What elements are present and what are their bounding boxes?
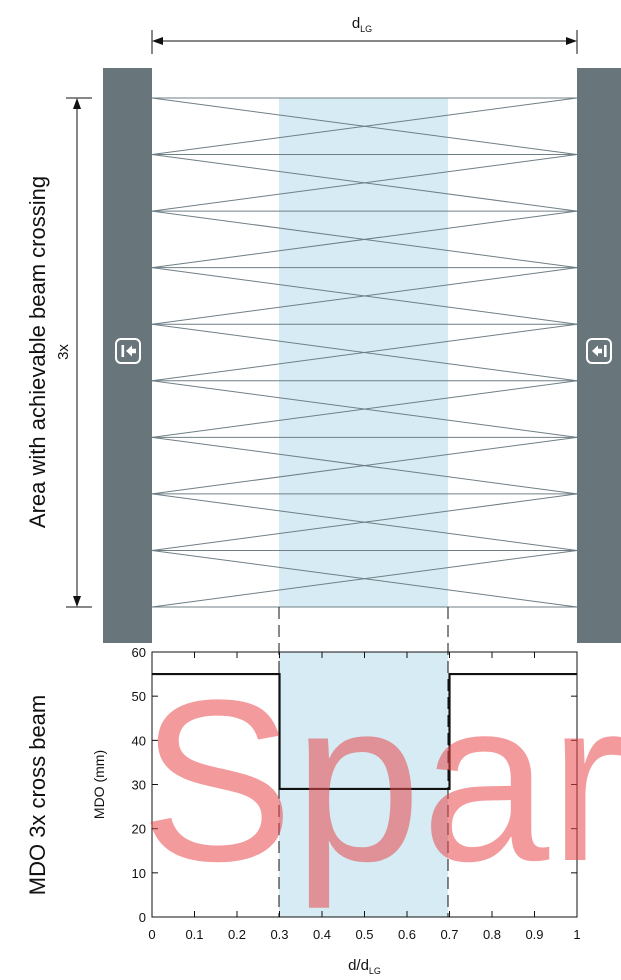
arrow-from-bar-icon [586, 338, 612, 364]
beam-cross [151, 380, 578, 438]
arrow-to-bar-icon [115, 338, 141, 364]
x-axis-label: d/dLG [348, 957, 381, 976]
height-dimension [66, 97, 92, 608]
beam-cross [151, 267, 578, 325]
right-pillar [577, 68, 621, 643]
x-tick-label: 0.9 [525, 927, 543, 942]
beam-area-label: Area with achievable beam crossing [25, 176, 50, 528]
x-tick-label: 1 [573, 927, 580, 942]
height-label: 3x [55, 344, 72, 360]
x-tick-label: 0 [148, 927, 155, 942]
beam-cross [151, 436, 578, 495]
x-tick-label: 0.1 [185, 927, 203, 942]
shaded-region-chart [279, 652, 448, 917]
chart-side-label: MDO 3x cross beam [25, 695, 50, 896]
y-tick-label: 50 [132, 689, 146, 704]
y-axis-label: MDO (mm) [91, 750, 107, 819]
y-tick-label: 30 [132, 778, 146, 793]
x-tick-label: 0.2 [228, 927, 246, 942]
x-tick-label: 0.6 [398, 927, 416, 942]
beam-cross [151, 154, 578, 212]
top-dimension [151, 30, 578, 54]
y-tick-label: 20 [132, 822, 146, 837]
x-tick-label: 0.7 [440, 927, 458, 942]
left-pillar [103, 68, 152, 643]
mdo-chart: 0 0.1 0.2 0.3 0.4 0.5 0.6 0.7 0.8 0.9 101020304050… [91, 645, 581, 976]
y-tick-label: 0 [139, 910, 146, 925]
y-tick-label: 10 [132, 866, 146, 881]
beam-lines [151, 97, 578, 608]
x-tick-label: 0.5 [355, 927, 373, 942]
beam-cross [151, 549, 578, 608]
beam-cross [151, 323, 578, 382]
watermark: Spare [140, 652, 621, 909]
x-tick-label: 0.8 [483, 927, 501, 942]
beam-cross [151, 493, 578, 551]
y-tick-label: 40 [132, 733, 146, 748]
top-dimension-label: dLG [352, 15, 372, 34]
x-tick-label: 0.4 [313, 927, 331, 942]
beam-cross [151, 210, 578, 269]
beam-cross [151, 97, 578, 156]
mdo-series-line [152, 672, 577, 791]
x-tick-label: 0.3 [270, 927, 288, 942]
y-tick-label: 60 [132, 645, 146, 660]
